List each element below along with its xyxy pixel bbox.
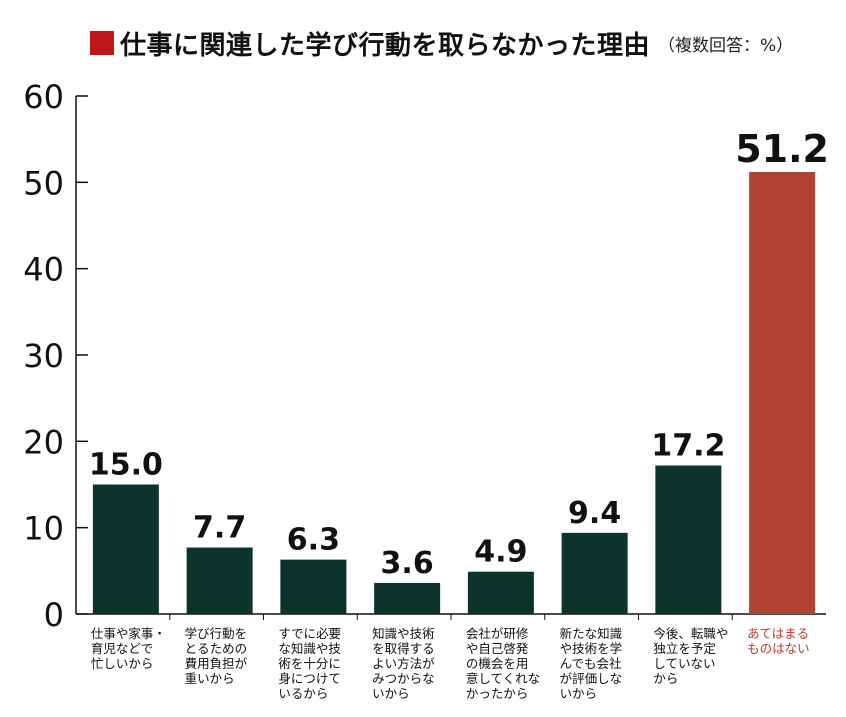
category-label: あてはまる (747, 626, 809, 641)
y-tick-label: 40 (23, 251, 64, 289)
category-label: いから (372, 686, 410, 701)
category-label: 知識や技術 (372, 626, 435, 641)
category-label: 新たな知識 (560, 626, 623, 641)
y-tick-label: 50 (23, 164, 64, 202)
y-tick-label: 10 (23, 510, 64, 548)
category-label: から (653, 671, 678, 686)
bar-value-label: 15.0 (89, 448, 163, 483)
category-label: を取得する (372, 641, 435, 656)
category-label: かったから (466, 686, 529, 701)
y-tick-label: 20 (23, 423, 64, 461)
category-label: 費用負担が (185, 656, 248, 671)
title-square-icon (90, 31, 114, 55)
category-label: んでも会社 (560, 656, 622, 671)
bar (92, 484, 159, 614)
category-label: していない (653, 656, 715, 671)
category-label: いから (560, 686, 598, 701)
category-label: 重いから (185, 671, 235, 686)
bar (186, 547, 253, 614)
category-label: 学び行動を (185, 626, 248, 641)
category-label: や技術を学 (560, 641, 623, 656)
chart-title: 仕事に関連した学び行動を取らなかった理由 (120, 30, 651, 61)
bar (467, 571, 534, 614)
bar-value-label: 9.4 (568, 496, 621, 531)
bar-value-label: 17.2 (651, 429, 725, 464)
bar (749, 171, 816, 614)
bar-value-label: 4.9 (474, 535, 527, 570)
y-tick-label: 0 (44, 596, 64, 634)
bar (655, 465, 722, 614)
bar (374, 582, 441, 614)
bar-value-label: 7.7 (193, 511, 246, 546)
category-label: いるから (278, 686, 328, 701)
category-label: の機会を用 (466, 656, 529, 671)
y-tick-label: 30 (23, 337, 64, 375)
category-label: 今後、転職や (653, 626, 728, 641)
category-label: 独立を予定 (653, 641, 716, 656)
category-label: みつからな (372, 671, 435, 686)
category-label: 会社が研修 (466, 626, 529, 641)
category-label: 身につけて (278, 671, 341, 686)
bar-value-label: 6.3 (287, 523, 340, 558)
category-label: すでに必要 (278, 626, 341, 641)
category-label: とるための (185, 641, 248, 656)
category-label: 育児などで (91, 641, 153, 656)
category-label: や自己啓発 (466, 641, 529, 656)
bar-value-label: 3.6 (381, 546, 434, 581)
bar (561, 532, 628, 614)
category-label: よい方法が (372, 656, 435, 671)
category-label: が評価しな (560, 671, 623, 686)
chart-title-block: 仕事に関連した学び行動を取らなかった理由 （複数回答：%） (90, 26, 794, 61)
category-label: 意してくれな (466, 671, 540, 686)
category-label: 忙しいから (91, 656, 154, 671)
bar (280, 559, 347, 614)
chart-subtitle: （複数回答：%） (658, 35, 794, 56)
category-label: な知識や技 (278, 641, 341, 656)
category-label: 術を十分に (278, 656, 341, 671)
bar-value-label: 51.2 (735, 127, 829, 171)
category-label: 仕事や家事・ (91, 626, 166, 641)
y-tick-label: 60 (23, 78, 64, 116)
category-label: ものはない (747, 641, 810, 656)
